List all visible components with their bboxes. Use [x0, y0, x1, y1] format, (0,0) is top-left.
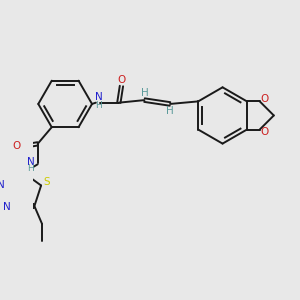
Text: H: H — [95, 101, 102, 110]
Text: N: N — [27, 157, 34, 167]
Text: N: N — [3, 202, 11, 212]
Text: O: O — [260, 94, 269, 104]
Text: H: H — [166, 106, 174, 116]
Text: N: N — [94, 92, 102, 102]
Text: O: O — [118, 75, 126, 85]
Text: O: O — [260, 127, 269, 136]
Text: H: H — [27, 164, 34, 172]
Text: S: S — [44, 177, 50, 188]
Text: N: N — [0, 180, 4, 190]
Text: O: O — [12, 141, 20, 152]
Text: H: H — [141, 88, 148, 98]
